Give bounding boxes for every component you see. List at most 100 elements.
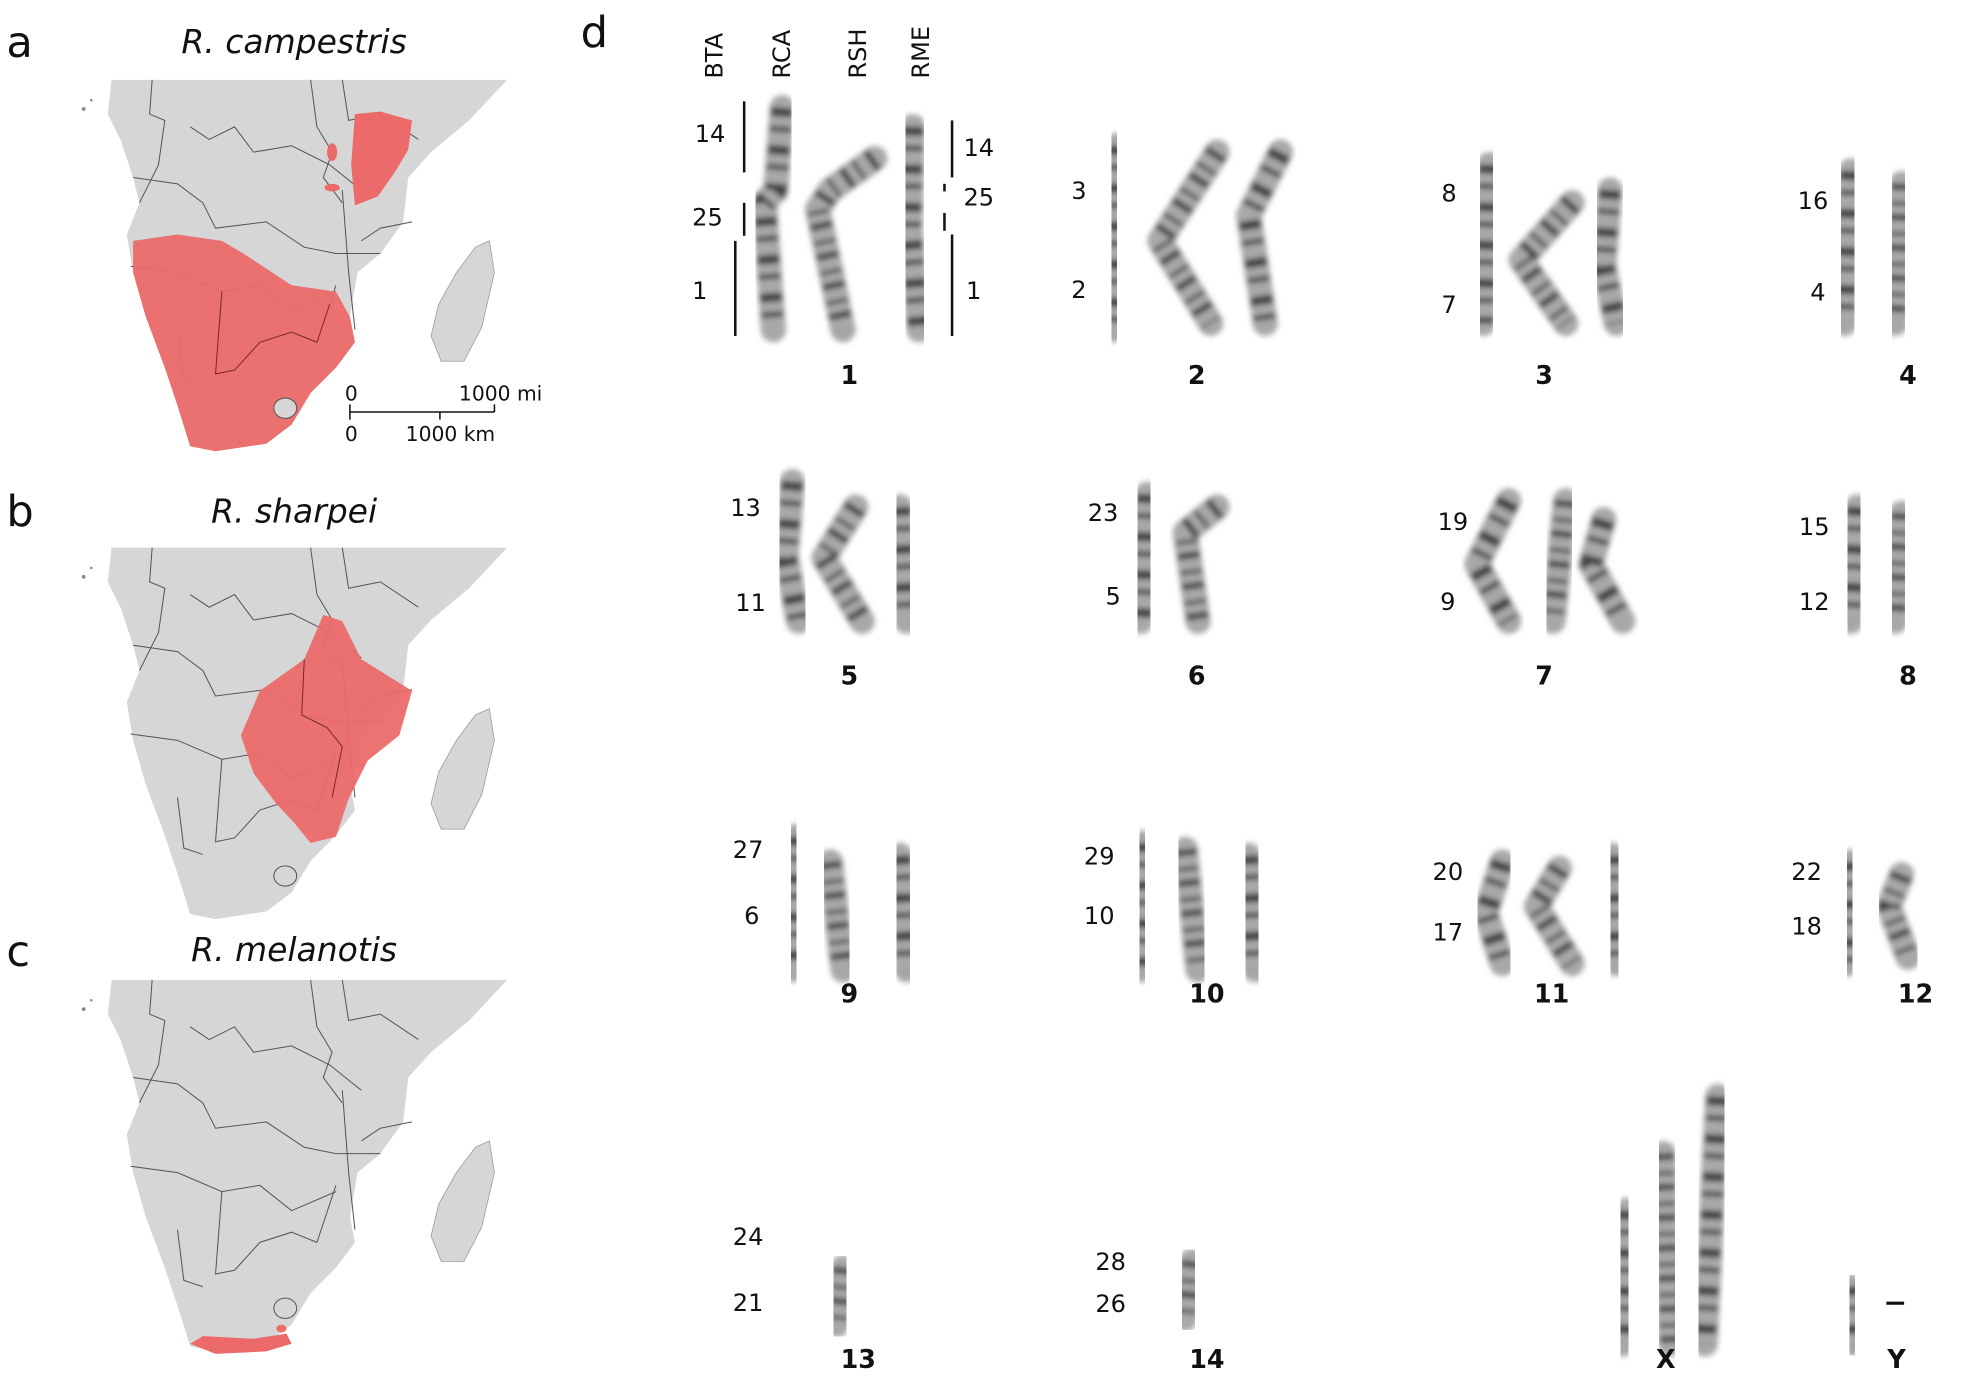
chromosome-label: 6 [1188,661,1206,691]
chromosome-rsh-14 [1172,1248,1205,1332]
chromosome-set-8: 15 12 8 [1799,494,1965,691]
chromosome-label: 11 [1534,979,1569,1009]
chromosome-set-Y: Y [1838,1153,1949,1374]
bta-label: 15 [1799,513,1830,541]
chromosome-rme-5 [887,494,920,634]
chromosome-label: 12 [1898,979,1933,1009]
chromosome-label: 2 [1188,360,1206,390]
chromosome-set-9: 27 6 9 [733,824,920,1009]
bta-label: 28 [1095,1248,1126,1276]
chromosome-set-2: 3 2 2 [1071,133,1294,390]
bta-label: 2 [1071,276,1086,304]
range-east-small [327,143,338,161]
panel-c: c R. melanotis [6,927,508,1354]
bta-label: 26 [1095,1290,1126,1318]
bta-label: 13 [730,494,761,522]
chromosome-rme-10 [1236,843,1268,983]
scale-km-zero: 0 [345,422,358,446]
bta-label-right: 25 [963,183,994,211]
chromosome-label: 8 [1899,661,1917,691]
chromosome-rca-11 [1473,849,1515,977]
chromosome-set-3: 8 7 3 [1441,152,1630,390]
chromosome-rca-8 [1838,494,1870,634]
range [190,1333,292,1354]
bta-label: 7 [1441,291,1456,319]
bta-label: 11 [735,589,766,617]
chromosome-rca-2 [1100,133,1129,343]
chromosome-set-5: 13 11 5 [730,469,920,691]
panel-b: b R. sharpei [6,487,508,920]
bta-label: 16 [1798,187,1829,215]
chromosome-rca-4 [1831,158,1864,336]
bta-label: 8 [1441,180,1456,208]
chromosome-rsh-X [1650,1140,1684,1357]
map-r-melanotis [81,979,508,1354]
scale-mi-zero: 0 [345,382,358,406]
chromosome-rme-7 [1578,507,1636,634]
chromosome-rsh-11 [1523,855,1585,977]
chromosome-rme-X [1692,1083,1731,1357]
panel-label-a: a [6,18,32,68]
chromosome-set-10: 29 10 10 [1084,830,1268,1009]
chromosome-rsh-8 [1882,500,1915,634]
column-headers: BTA RCA RSH RME [701,26,936,79]
bta-label: 6 [744,902,759,930]
map-r-sharpei [81,547,508,920]
chromosome-set-13: 24 21 13 [733,1217,916,1374]
bta-label: 19 [1438,508,1469,536]
scale-km-label: 1000 km [406,422,496,446]
chromosome-rme-9 [887,843,920,983]
chromosome-rca-12 [1835,849,1864,977]
chromosome-rsh-3 [1508,190,1585,336]
chromosome-rme-11 [1599,843,1630,977]
chromosome-rca-Y [1838,1274,1867,1357]
chromosome-rsh-6 [1172,494,1230,634]
bta-label: 23 [1088,499,1119,527]
panel-label-b: b [6,487,33,537]
column-header: RSH [844,28,872,78]
bta-label: 9 [1440,588,1455,616]
bta-label: 18 [1791,912,1822,940]
chromosome-label: 10 [1189,979,1224,1009]
chromosome-label: 1 [841,360,859,390]
bta-label: 17 [1433,919,1464,947]
panel-label-c: c [6,927,30,977]
chromosome-label: Y [1886,1344,1906,1374]
bta-label: 12 [1799,588,1830,616]
bta-label: 4 [1810,278,1825,306]
chromosome-rsh-10 [1172,836,1211,983]
chromosome-set-6: 23 5 6 [1088,481,1268,691]
chromosome-set-11: 20 17 11 [1433,843,1630,1009]
chromosome-rca-9 [779,824,808,983]
chromosome-rsh-9 [817,849,856,983]
chromosome-rsh-1 [805,145,888,343]
chromosome-set-1: 14 25 1 14 25 1 1 [692,95,994,390]
species-title-a: R. campestris [181,22,406,61]
chromosome-label: X [1656,1344,1676,1374]
chromosome-label: 14 [1189,1344,1224,1374]
bta-label: 20 [1433,858,1464,886]
bta-label-right: 1 [966,277,981,305]
chromosome-rca-X [1610,1197,1640,1357]
bta-label: 24 [733,1223,764,1251]
bta-label: 27 [733,836,764,864]
chromosome-rsh-12 [1876,862,1921,970]
chromosome-label: 4 [1899,360,1917,390]
bta-label: 14 [695,120,726,148]
chromosome-rsh-13 [824,1255,856,1338]
bta-label: 5 [1105,583,1120,611]
chromosome-rsh-5 [811,494,875,634]
panel-d: d BTA RCA RSH RME 1425114251132287316441311… [581,8,1972,1374]
chromosome-rsh-2 [1147,139,1230,336]
karyotype: 1425114251132287316441311523561997151282… [692,95,1972,1374]
chromosome-set-12: 22 18 12 [1791,849,1972,1009]
map-r-campestris [81,79,508,452]
scale-mi-label: 1000 mi [459,382,542,406]
column-header: RCA [768,29,796,78]
chr1-bars [734,101,954,336]
chromosome-rme-1 [897,114,932,343]
chromosome-rsh-7 [1540,488,1579,634]
chromosome-label: 13 [841,1344,876,1374]
